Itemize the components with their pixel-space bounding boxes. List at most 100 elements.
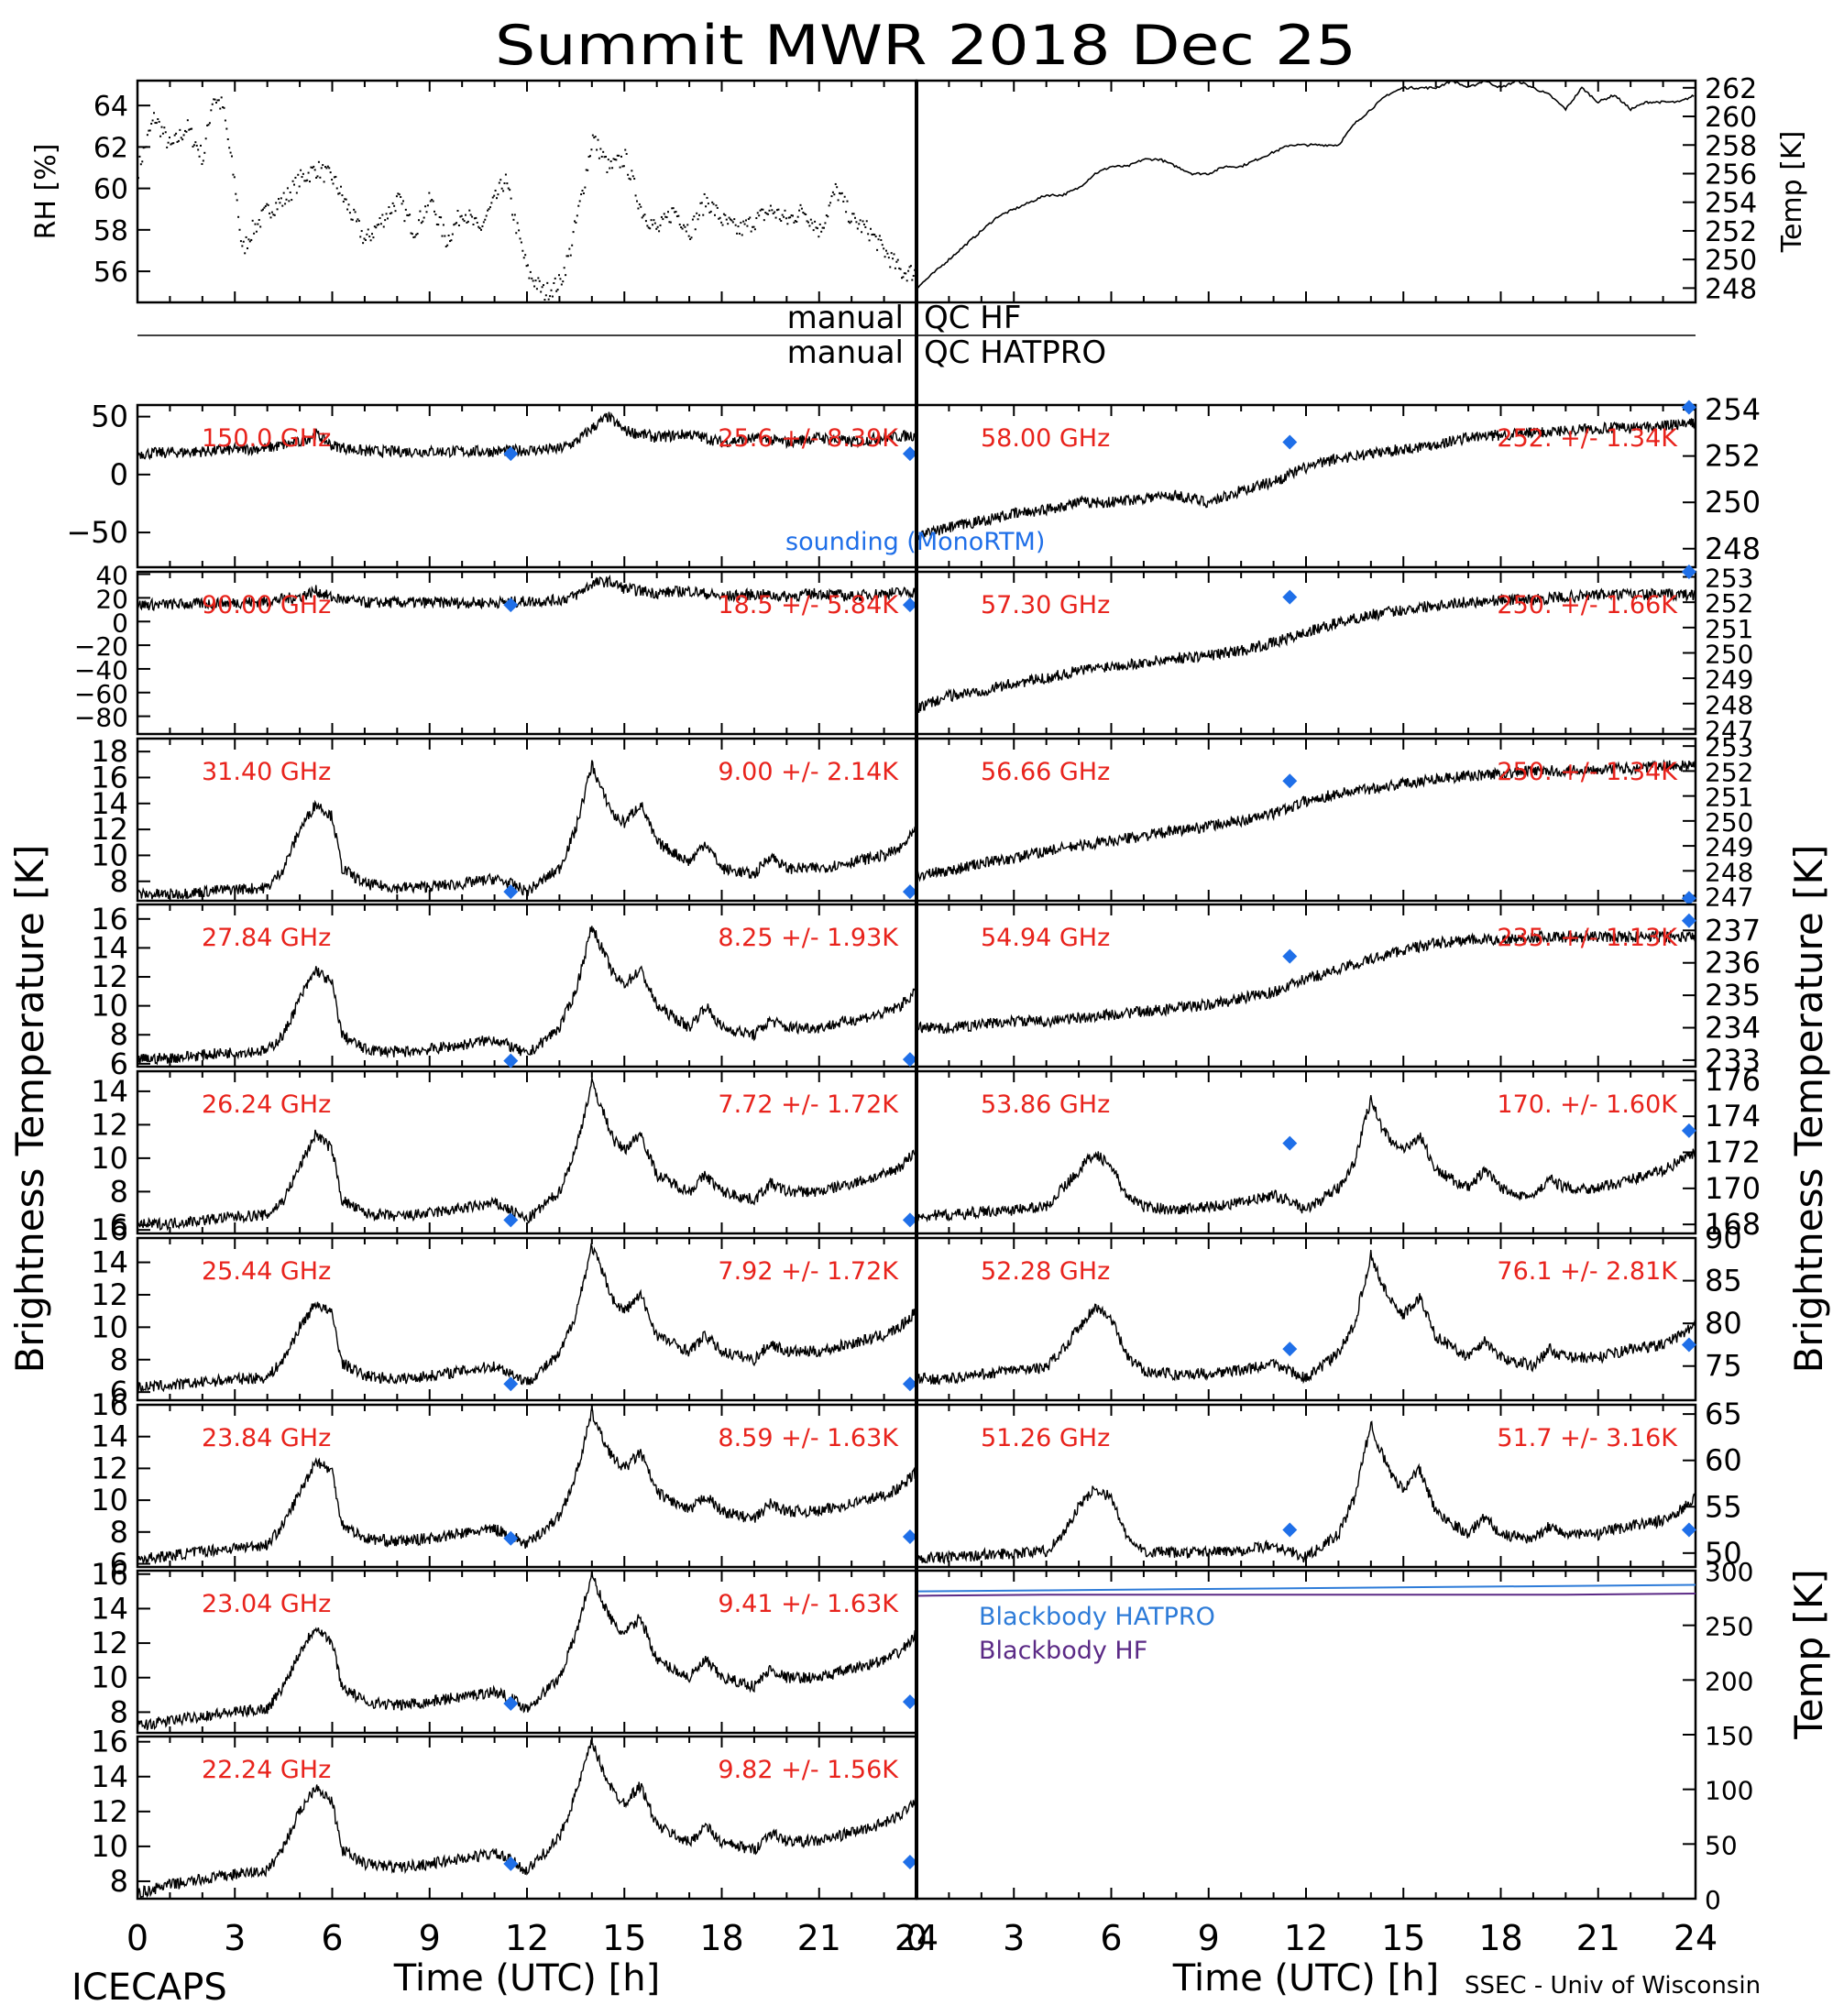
rh-point: [331, 179, 334, 181]
rh-point: [585, 169, 587, 171]
sounding-marker: [503, 446, 519, 462]
rh-point: [282, 192, 285, 194]
y-tick-label: 20: [95, 584, 128, 614]
rh-point: [393, 204, 396, 207]
y-tick-label: 0: [110, 457, 128, 492]
rh-point: [192, 144, 195, 147]
y-tick-label: 233: [1705, 1043, 1761, 1078]
rh-point: [496, 197, 498, 200]
y-tick-label: 50: [1705, 1536, 1742, 1571]
rh-point: [176, 140, 179, 143]
rh-y-axis-label: RH [%]: [30, 144, 62, 240]
y-axis-label-right: Brightness Temperature [K]: [1786, 845, 1831, 1374]
rh-point: [902, 276, 905, 279]
rh-point: [541, 286, 543, 289]
channel-label: 23.04 GHz: [202, 1590, 331, 1618]
rh-point: [204, 137, 207, 140]
rh-point: [663, 213, 665, 215]
series-line: [137, 1570, 917, 1731]
rh-point: [836, 186, 839, 189]
rh-point: [172, 142, 175, 145]
rh-point: [442, 224, 445, 226]
rh-point: [705, 205, 708, 208]
rh-point: [476, 222, 478, 225]
rh-point: [264, 205, 267, 208]
x-axis-label-right: Time (UTC) [h]: [1172, 1957, 1439, 2000]
rh-point: [192, 145, 194, 148]
sounding-marker: [1282, 773, 1298, 789]
rh-point: [213, 98, 215, 101]
rh-point: [641, 216, 643, 219]
rh-point: [482, 221, 485, 224]
rh-point: [711, 201, 714, 203]
rh-point: [157, 118, 159, 121]
y-tick-label: 235: [1705, 978, 1761, 1013]
rh-point: [219, 107, 222, 110]
rh-point: [322, 164, 324, 167]
rh-point: [401, 203, 403, 205]
rh-point: [426, 204, 429, 207]
rh-point: [440, 216, 443, 219]
rh-point: [216, 99, 219, 102]
y-tick-label: 8: [110, 864, 128, 899]
y-tick-label: 250: [1705, 245, 1757, 277]
sounding-marker: [1681, 400, 1696, 415]
rh-point: [599, 148, 602, 150]
channel-label: 25.44 GHz: [202, 1257, 331, 1286]
rh-point: [424, 205, 427, 208]
rh-point: [378, 223, 380, 225]
rh-point: [480, 228, 482, 231]
rh-point: [247, 247, 248, 249]
rh-point: [309, 181, 311, 183]
rh-point: [558, 274, 560, 277]
rh-point: [753, 228, 756, 231]
rh-point: [769, 204, 772, 207]
y-tick-label: 236: [1705, 946, 1761, 981]
rh-point: [357, 220, 360, 223]
rh-point: [816, 227, 818, 230]
rh-point: [466, 220, 469, 223]
x-tick-label: 18: [1478, 1918, 1522, 1958]
x-tick-label: 3: [1003, 1918, 1025, 1958]
rh-point: [229, 151, 232, 154]
rh-point: [184, 129, 186, 132]
rh-point: [667, 211, 669, 214]
rh-point: [668, 221, 671, 224]
rh-point: [752, 225, 755, 228]
panel-rh: 56 58 60 62 64 RH [%]: [30, 79, 918, 304]
rh-point: [772, 212, 774, 214]
rh-point: [800, 207, 803, 210]
rh-point: [786, 223, 789, 225]
rh-point: [671, 207, 674, 210]
rh-point: [653, 222, 656, 225]
rh-point: [895, 260, 898, 263]
rh-point: [223, 106, 225, 109]
rh-point: [319, 176, 322, 179]
rh-point: [580, 193, 583, 196]
rh-point: [703, 192, 706, 195]
rh-point: [320, 167, 323, 170]
sounding-marker: [902, 1694, 917, 1710]
rh-point: [677, 214, 680, 217]
rh-point: [612, 158, 615, 160]
rh-point: [742, 220, 745, 223]
rh-point: [587, 156, 590, 159]
channel-stats: 51.7 +/- 3.16K: [1497, 1424, 1678, 1452]
qc-label-3: manual: [787, 334, 904, 371]
rh-point: [696, 212, 698, 214]
y-tick-label: 90: [1705, 1221, 1742, 1255]
sounding-marker: [902, 884, 917, 900]
rh-point: [707, 203, 709, 205]
rh-point: [809, 218, 812, 221]
rh-point: [870, 227, 872, 230]
rh-point: [404, 208, 407, 211]
rh-point: [415, 234, 418, 236]
rh-point: [410, 232, 412, 235]
rh-point: [533, 285, 536, 288]
rh-point: [605, 156, 607, 159]
rh-point: [774, 211, 776, 214]
rh-point: [662, 218, 664, 221]
rh-point: [390, 212, 393, 214]
rh-point: [607, 159, 609, 161]
